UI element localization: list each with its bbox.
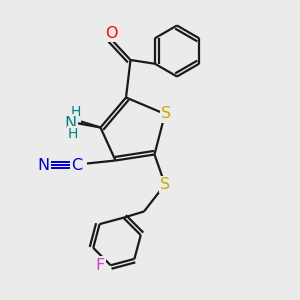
Text: C: C [71,158,82,172]
Text: N: N [64,116,76,130]
Text: H: H [68,128,78,141]
Text: H: H [71,105,81,118]
Text: N: N [38,158,50,172]
Text: S: S [160,177,170,192]
Text: S: S [161,106,172,122]
Text: O: O [105,26,117,41]
Text: F: F [95,258,105,273]
